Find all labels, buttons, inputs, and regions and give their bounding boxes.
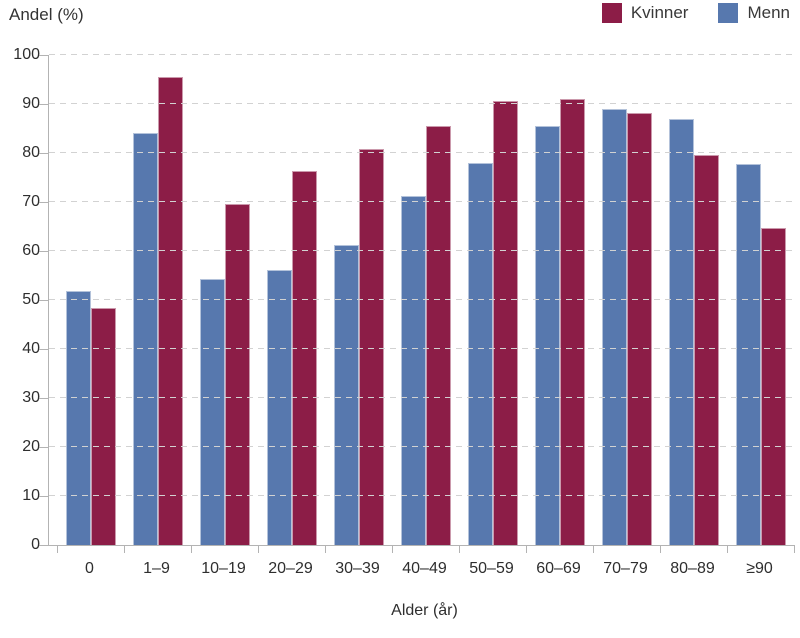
y-tick-label-70: 70	[22, 193, 40, 210]
bar-menn-10	[735, 164, 761, 545]
legend-label-menn: Menn	[747, 3, 790, 22]
x-tick-label-7: 60–69	[536, 560, 581, 577]
bar-group-3	[258, 55, 325, 545]
menn-swatch-icon	[718, 3, 739, 23]
x-tick-0	[57, 545, 58, 553]
x-tick-10	[727, 545, 728, 553]
bar-menn-3	[266, 269, 292, 545]
x-tick-label-3: 20–29	[268, 560, 313, 577]
y-tick-60	[39, 250, 48, 252]
bar-group-0	[57, 55, 124, 545]
y-tick-90	[39, 103, 48, 105]
y-tick-30	[39, 397, 48, 399]
x-tick-6	[459, 545, 460, 553]
bar-menn-7	[534, 126, 560, 545]
y-tick-100	[39, 54, 48, 56]
y-tick-label-80: 80	[22, 144, 40, 161]
bar-menn-1	[132, 133, 158, 545]
bar-kvinner-9	[693, 154, 719, 545]
bar-menn-2	[199, 278, 225, 545]
y-axis-labels: 0 10 20 30 40 50 60 70 80 90 100	[0, 46, 40, 553]
bar-kvinner-2	[224, 204, 250, 545]
bar-menn-4	[333, 245, 359, 545]
x-axis-title: Alder (år)	[391, 602, 458, 619]
bar-group-5	[392, 55, 459, 545]
y-axis-title: Andel (%)	[9, 5, 84, 24]
x-tick-4	[325, 545, 326, 553]
x-tick-1	[124, 545, 125, 553]
bar-group-10	[727, 55, 794, 545]
y-tick-label-50: 50	[22, 291, 40, 308]
bar-group-2	[191, 55, 258, 545]
y-tick-50	[39, 299, 48, 301]
x-axis-labels: 0 1–9 10–19 20–29 30–39 40–49 50–59 60–69 70–79 8…	[56, 560, 793, 578]
bar-menn-5	[400, 195, 426, 545]
bars-region	[57, 55, 794, 545]
y-tick-label-0: 0	[31, 536, 40, 553]
bar-kvinner-0	[90, 307, 116, 545]
x-tick-label-5: 40–49	[402, 560, 447, 577]
plot-area	[39, 54, 795, 553]
y-tick-label-60: 60	[22, 242, 40, 259]
bar-kvinner-1	[157, 77, 183, 545]
x-tick-11	[794, 545, 795, 553]
y-tick-label-100: 100	[13, 46, 40, 63]
y-tick-70	[39, 201, 48, 203]
bar-menn-0	[65, 291, 91, 545]
x-tick-7	[526, 545, 527, 553]
y-tick-0	[39, 544, 48, 546]
y-tick-40	[39, 348, 48, 350]
kvinner-swatch-icon	[601, 3, 622, 23]
bar-menn-9	[668, 118, 694, 545]
bar-menn-8	[601, 109, 627, 545]
bar-kvinner-8	[626, 113, 652, 545]
x-tick-label-9: 80–89	[670, 560, 715, 577]
bar-group-8	[593, 55, 660, 545]
x-tick-5	[392, 545, 393, 553]
y-tick-20	[39, 446, 48, 448]
bar-kvinner-3	[291, 170, 317, 545]
bar-menn-6	[467, 162, 493, 545]
x-tick-label-4: 30–39	[335, 560, 380, 577]
x-tick-label-10: ≥90	[746, 560, 773, 577]
bar-group-1	[124, 55, 191, 545]
legend-item-menn: Menn	[718, 3, 790, 23]
bar-kvinner-7	[559, 98, 585, 545]
x-tick-label-8: 70–79	[603, 560, 648, 577]
y-tick-10	[39, 495, 48, 497]
y-tick-label-20: 20	[22, 438, 40, 455]
y-tick-label-90: 90	[22, 95, 40, 112]
y-tick-80	[39, 152, 48, 154]
bar-group-9	[660, 55, 727, 545]
bar-group-7	[526, 55, 593, 545]
bar-kvinner-10	[760, 227, 786, 545]
x-tick-9	[660, 545, 661, 553]
bar-kvinner-6	[492, 101, 518, 545]
x-tick-8	[593, 545, 594, 553]
bar-kvinner-4	[358, 149, 384, 545]
x-tick-2	[191, 545, 192, 553]
x-tick-3	[258, 545, 259, 553]
bar-group-6	[459, 55, 526, 545]
bar-group-4	[325, 55, 392, 545]
legend: Kvinner Menn	[601, 3, 790, 23]
x-tick-label-0: 0	[85, 560, 94, 577]
y-tick-label-30: 30	[22, 389, 40, 406]
legend-label-kvinner: Kvinner	[630, 3, 689, 22]
legend-item-kvinner: Kvinner	[601, 3, 689, 23]
bar-kvinner-5	[425, 126, 451, 545]
x-tick-label-2: 10–19	[201, 560, 246, 577]
x-tick-label-6: 50–59	[469, 560, 514, 577]
y-tick-label-40: 40	[22, 340, 40, 357]
y-tick-label-10: 10	[22, 487, 40, 504]
x-tick-label-1: 1–9	[143, 560, 170, 577]
